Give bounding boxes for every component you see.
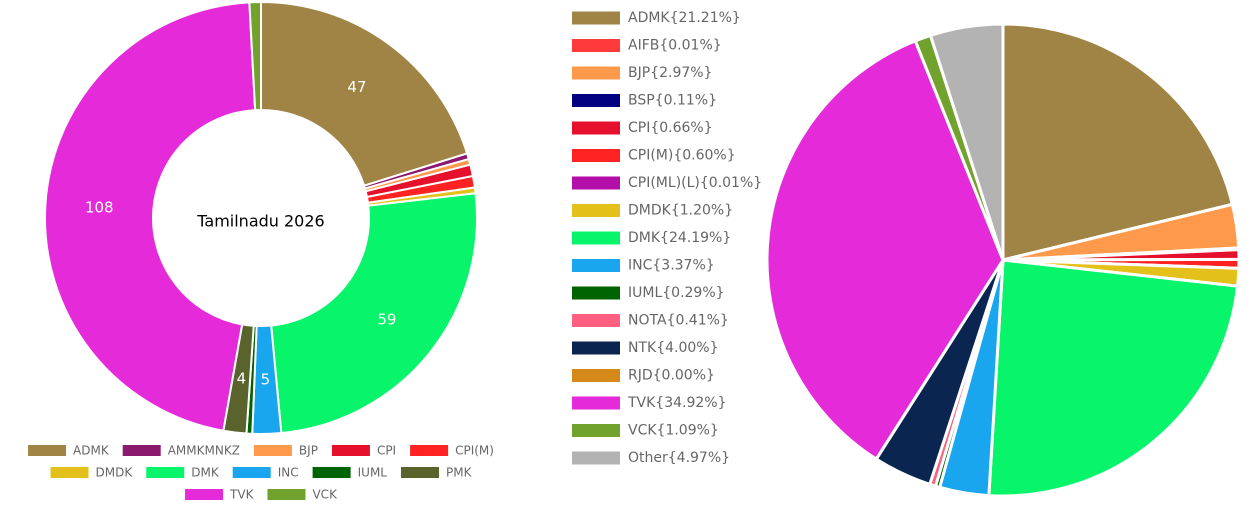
legend-swatch xyxy=(122,445,161,456)
legend-swatch xyxy=(253,445,292,456)
legend-swatch xyxy=(572,451,620,465)
legend-swatch xyxy=(572,369,620,382)
legend-swatch xyxy=(400,467,439,478)
legend-swatch xyxy=(572,94,620,107)
legend-label: CPI(ML)(L){0.01%} xyxy=(628,175,762,191)
legend-label: AMMKMNKZ xyxy=(168,444,240,458)
donut-slice xyxy=(270,192,478,435)
legend-swatch xyxy=(572,11,620,25)
legend-swatch xyxy=(572,231,620,245)
legend-label: TVK xyxy=(229,488,255,502)
legend-swatch xyxy=(572,39,620,52)
data-label: 4 xyxy=(237,369,247,387)
legend-swatch xyxy=(572,66,620,80)
legend-swatch xyxy=(232,467,271,478)
legend-label: Other{4.97%} xyxy=(628,450,730,466)
data-label: 5 xyxy=(261,370,271,388)
center-text: Tamilnadu 2026 xyxy=(196,212,324,231)
pie-slice xyxy=(765,38,1005,462)
legend-label: RJD{0.00%} xyxy=(628,368,715,384)
legend-swatch xyxy=(185,489,224,500)
data-label: 59 xyxy=(377,310,396,328)
legend-swatch xyxy=(331,445,370,456)
legend-label: CPI(M) xyxy=(455,444,494,458)
legend-swatch xyxy=(572,149,620,162)
legend-label: TVK{34.92%} xyxy=(627,395,727,411)
donut-slice xyxy=(44,1,257,432)
legend-item: CPI xyxy=(331,444,396,458)
legend-label: CPI(M){0.60%} xyxy=(628,148,736,164)
legend-item: PMK xyxy=(400,466,473,480)
legend-swatch xyxy=(267,489,306,500)
legend-swatch xyxy=(572,396,620,410)
legend-swatch xyxy=(572,259,620,272)
legend-item: CPI(M) xyxy=(410,444,494,458)
legend-label: CPI{0.66%} xyxy=(628,120,713,136)
donut-slice xyxy=(248,0,262,112)
legend-label: NTK{4.00%} xyxy=(628,340,719,356)
legend-label: DMK xyxy=(191,466,220,480)
legend-label: BSP{0.11%} xyxy=(628,93,717,109)
legend-item: IUML xyxy=(312,466,388,480)
legend-label: ADMK{21.21%} xyxy=(628,10,741,26)
legend-label: ADMK xyxy=(73,444,110,458)
pie-slice xyxy=(1001,22,1235,262)
legend-label: IUML xyxy=(358,466,388,480)
legend-label: BJP xyxy=(299,444,318,458)
donut-slice xyxy=(260,0,469,187)
legend-item: DMDK xyxy=(50,466,134,480)
legend-label: AIFB{0.01%} xyxy=(628,38,722,54)
legend-item: DMK xyxy=(146,466,220,480)
legend-swatch xyxy=(572,314,620,327)
legend-item: TVK xyxy=(185,488,255,502)
legend-swatch xyxy=(312,467,351,478)
legend-label: PMK xyxy=(446,466,473,480)
pie-slice xyxy=(987,258,1240,498)
legend-label: DMDK{1.20%} xyxy=(628,203,733,219)
legend-label: INC{3.37%} xyxy=(628,258,715,274)
legend-swatch xyxy=(146,467,185,478)
legend-item: BJP xyxy=(253,444,318,458)
data-label: 47 xyxy=(347,78,366,96)
legend-swatch xyxy=(572,424,620,437)
legend-item: ADMK xyxy=(28,444,110,458)
legend-label: DMDK xyxy=(96,466,134,480)
legend-label: CPI xyxy=(377,444,396,458)
legend-swatch xyxy=(572,204,620,217)
legend-item: INC xyxy=(232,466,299,480)
legend-label: IUML{0.29%} xyxy=(628,285,725,301)
legend-swatch xyxy=(50,467,89,478)
legend-swatch xyxy=(572,341,620,355)
legend-label: VCK xyxy=(312,488,338,502)
legend-label: NOTA{0.41%} xyxy=(628,313,729,329)
legend-item: VCK xyxy=(267,488,338,502)
legend-swatch xyxy=(410,445,449,456)
legend-label: BJP{2.97%} xyxy=(628,65,712,81)
legend-label: VCK{1.09%} xyxy=(628,423,719,439)
legend-swatch xyxy=(572,121,620,135)
pie-slice xyxy=(928,22,1005,261)
legend-swatch xyxy=(572,286,620,300)
legend-item: AMMKMNKZ xyxy=(122,444,240,458)
data-label: 108 xyxy=(85,199,114,217)
legend-swatch xyxy=(572,176,620,190)
legend-label: INC xyxy=(278,466,299,480)
legend-label: DMK{24.19%} xyxy=(628,230,731,246)
legend-swatch xyxy=(28,445,67,456)
